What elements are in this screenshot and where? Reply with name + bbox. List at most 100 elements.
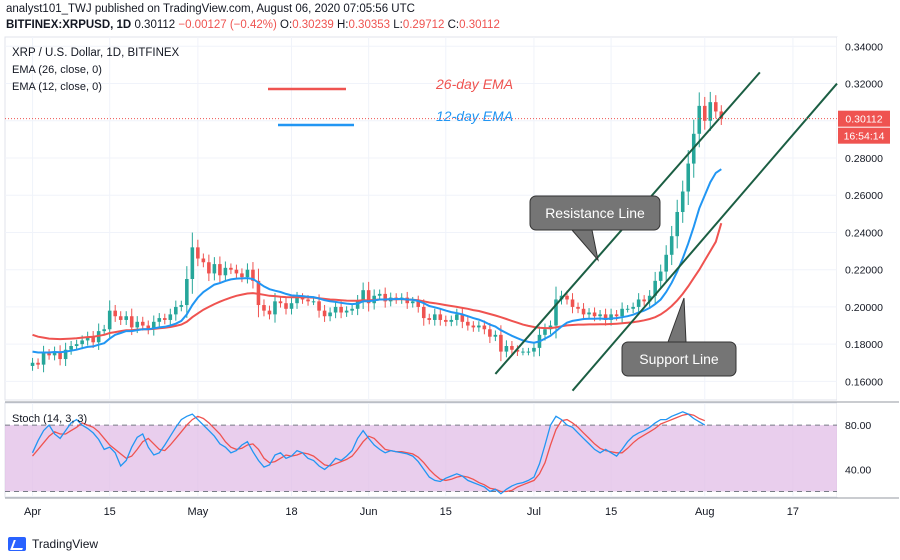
candle-body: [427, 318, 432, 320]
candles: [30, 91, 724, 373]
candle-body: [554, 299, 558, 326]
y-tick-label: 0.22000: [845, 265, 883, 277]
open-value: 0.30239: [292, 19, 334, 31]
x-tick-label: Jun: [360, 506, 378, 518]
candle-body: [306, 299, 310, 302]
main-pane[interactable]: [4, 36, 838, 401]
candle-body: [223, 267, 228, 276]
high-value: 0.30353: [348, 19, 391, 31]
candle-body: [52, 351, 57, 356]
ema-lines: [32, 168, 723, 354]
stoch-band-fill: [5, 425, 837, 492]
candle-body: [460, 314, 465, 322]
y-tick-label: 0.20000: [845, 302, 883, 314]
candle-body: [449, 319, 454, 322]
candle-body: [124, 316, 129, 320]
symbol-label: BITFINEX:XRPUSD, 1D: [6, 19, 132, 31]
candle-body: [680, 191, 685, 212]
candle-body: [207, 262, 211, 274]
candle-body: [587, 312, 591, 315]
candle-body: [234, 269, 239, 274]
candle-body: [295, 297, 299, 304]
y-tick-label: 0.28000: [845, 153, 883, 165]
ohlc-bar: BITFINEX:XRPUSD, 1D 0.30112 −0.00127 (−0…: [6, 19, 500, 31]
candle-body: [328, 312, 332, 317]
candle-body: [521, 351, 525, 353]
candle-body: [151, 321, 156, 330]
candle-body: [377, 293, 382, 296]
resistance-label: Resistance Line: [545, 205, 645, 221]
candle-body: [162, 318, 167, 320]
candle-body: [592, 312, 597, 317]
candle-body: [140, 321, 145, 326]
candle-body: [311, 301, 316, 303]
price-change: −0.00127 (−0.42%): [178, 19, 277, 31]
x-axis-labels: Apr 15 May 18 Jun 15 Jul 15 Aug 17: [24, 506, 799, 518]
candle-body: [322, 310, 327, 317]
close-label: C:: [447, 19, 460, 31]
stoch-lines: [31, 411, 706, 495]
candle-body: [664, 254, 668, 272]
candle-body: [603, 314, 608, 320]
countdown-tag-text: 16:54:14: [844, 131, 885, 143]
candle-body: [675, 211, 680, 237]
candle-body: [383, 293, 387, 302]
candle-body: [229, 267, 233, 270]
candle-body: [708, 102, 713, 121]
candle-body: [565, 295, 569, 300]
candle-body: [713, 102, 718, 112]
candle-body: [361, 290, 365, 302]
candle-body: [631, 306, 635, 309]
x-tick-label: Aug: [695, 506, 715, 518]
candle-body: [30, 362, 35, 366]
last-price-tag-text: 0.30112: [845, 114, 882, 126]
stoch-tick-label: 80.00: [845, 420, 871, 432]
last-price: 0.30112: [134, 19, 176, 31]
candle-body: [697, 105, 702, 134]
candle-body: [636, 299, 641, 307]
candle-body: [91, 336, 95, 343]
candle-body: [416, 301, 421, 307]
price-chart[interactable]: 0.340000.320000.300000.280000.260000.240…: [0, 0, 900, 530]
candle-body: [526, 351, 531, 353]
x-tick-label: 17: [787, 506, 799, 518]
candle-body: [686, 163, 691, 192]
candle-body: [58, 351, 62, 360]
stoch-tick-label: 40.00: [845, 464, 871, 476]
candle-body: [499, 334, 503, 352]
candle-body: [515, 349, 520, 352]
x-tick-label: Apr: [24, 506, 41, 518]
candle-body: [702, 105, 707, 121]
candle-body: [146, 325, 151, 330]
candle-body: [107, 310, 112, 330]
close-value: 0.30112: [459, 19, 500, 31]
y-axis-labels: 0.340000.320000.300000.280000.260000.240…: [845, 41, 883, 476]
candle-body: [262, 305, 266, 311]
candle-body: [344, 310, 349, 313]
footer: TradingView: [8, 537, 98, 551]
open-label: O:: [280, 19, 293, 31]
candle-body: [201, 258, 206, 263]
resistance-callout[interactable]: Resistance Line: [529, 195, 661, 262]
candle-body: [471, 325, 476, 328]
stoch-k-line: [31, 411, 706, 495]
candle-body: [477, 325, 481, 328]
support-callout[interactable]: Support Line: [621, 297, 737, 377]
x-tick-label: May: [187, 506, 208, 518]
ema12-line: [32, 168, 722, 354]
x-tick-label: 15: [440, 506, 452, 518]
candle-body: [63, 349, 68, 360]
candle-body: [444, 319, 448, 322]
support-label: Support Line: [639, 351, 719, 367]
candle-body: [543, 329, 547, 335]
countdown-tag: 16:54:14: [838, 127, 890, 144]
candle-body: [581, 308, 586, 315]
candle-body: [85, 336, 90, 341]
candle-body: [113, 310, 117, 317]
candle-body: [118, 316, 123, 320]
ema26-annotation: 26-day EMA: [435, 76, 513, 92]
candle-body: [642, 299, 646, 302]
candle-body: [438, 314, 443, 320]
x-tick-label: 15: [104, 506, 116, 518]
candle-body: [339, 306, 343, 313]
